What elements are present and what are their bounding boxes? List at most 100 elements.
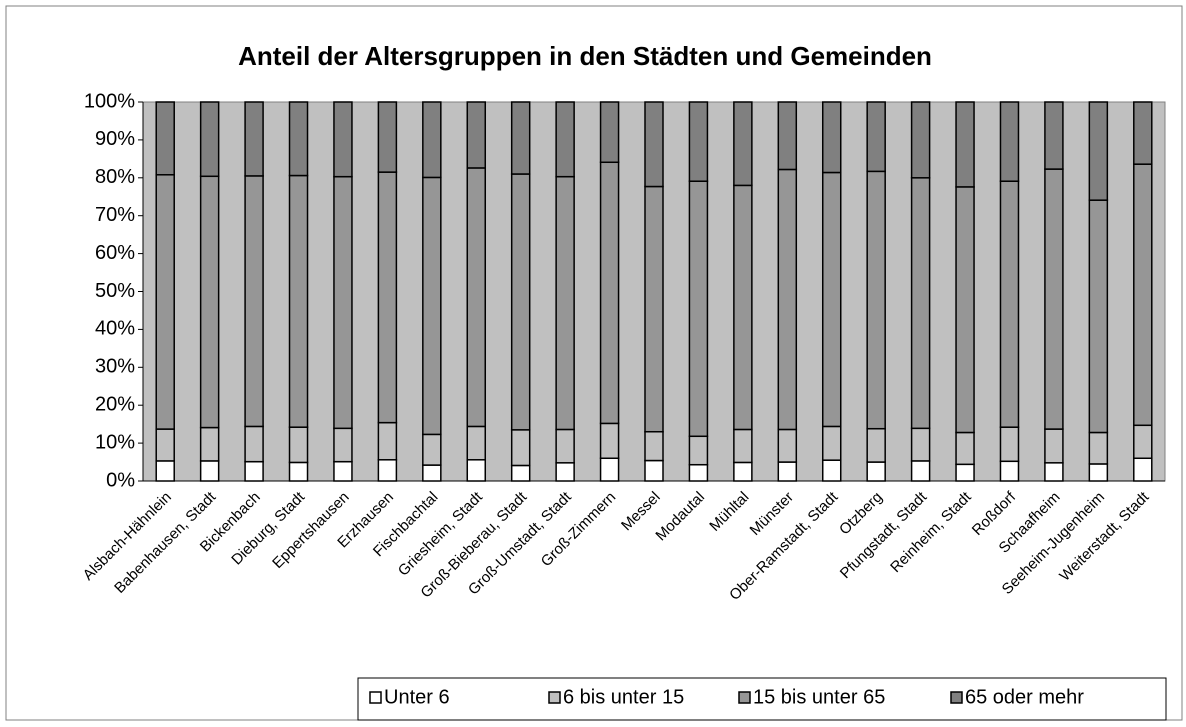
bar-segment bbox=[1088, 431, 1109, 465]
y-tick-label: 70% bbox=[95, 204, 135, 226]
y-tick-label: 20% bbox=[95, 393, 135, 415]
bar-segment bbox=[333, 175, 353, 430]
legend-swatch bbox=[548, 691, 561, 704]
bar-segment bbox=[466, 459, 487, 482]
bar-segment bbox=[777, 168, 798, 431]
bar-segment bbox=[377, 171, 398, 424]
bar-segment bbox=[688, 180, 709, 438]
legend-label: 15 bis unter 65 bbox=[753, 686, 885, 708]
bar-segment bbox=[821, 171, 842, 428]
bar-segment bbox=[733, 461, 753, 482]
bar-segment bbox=[733, 184, 753, 431]
bar-segment bbox=[155, 428, 175, 462]
bar-segment bbox=[199, 175, 220, 429]
bar-segment bbox=[333, 427, 353, 463]
bar-segment bbox=[777, 101, 798, 171]
bar-segment bbox=[288, 174, 309, 428]
bar-segment bbox=[1044, 428, 1064, 464]
bar-segment bbox=[910, 101, 931, 179]
bar-segment bbox=[333, 101, 353, 178]
bar-segment bbox=[466, 167, 487, 428]
y-tick-label: 60% bbox=[95, 242, 135, 264]
bar-segment bbox=[510, 101, 531, 175]
bar-segment bbox=[821, 459, 842, 482]
legend-swatch bbox=[738, 691, 751, 704]
legend-swatch bbox=[950, 691, 963, 704]
bar-segment bbox=[644, 459, 664, 482]
bar-segment bbox=[422, 433, 442, 466]
bar-segment bbox=[644, 430, 664, 462]
bar-segment bbox=[1133, 457, 1153, 482]
legend-label: 6 bis unter 15 bbox=[563, 686, 684, 708]
bar-segment bbox=[821, 101, 842, 174]
bar-segment bbox=[955, 463, 975, 482]
bar-segment bbox=[599, 101, 620, 164]
y-tick-label: 0% bbox=[106, 469, 135, 491]
legend-swatch bbox=[369, 691, 382, 704]
bar-segment bbox=[866, 427, 886, 463]
y-tick-label: 100% bbox=[84, 90, 135, 112]
bar-segment bbox=[377, 459, 398, 482]
bar-segment bbox=[244, 460, 264, 482]
bar-segment bbox=[688, 435, 709, 466]
bar-segment bbox=[555, 101, 575, 178]
bar-segment bbox=[599, 457, 620, 482]
bar-segment bbox=[1044, 462, 1064, 482]
bar-segment bbox=[999, 101, 1020, 182]
bar-segment bbox=[866, 170, 886, 430]
bar-segment bbox=[1088, 463, 1109, 482]
bar-segment bbox=[777, 461, 798, 482]
bar-segment bbox=[288, 461, 309, 482]
bar-segment bbox=[1133, 101, 1153, 165]
legend-label: Unter 6 bbox=[384, 686, 450, 708]
bar-segment bbox=[999, 426, 1020, 463]
bar-segment bbox=[733, 101, 753, 187]
bar-segment bbox=[777, 428, 798, 463]
bar-segment bbox=[466, 425, 487, 461]
bar-segment bbox=[644, 101, 664, 188]
bar-segment bbox=[1044, 101, 1064, 170]
bar-segment bbox=[688, 101, 709, 182]
bar-segment bbox=[999, 180, 1020, 428]
y-tick-label: 50% bbox=[95, 280, 135, 302]
bar-segment bbox=[1133, 163, 1153, 427]
bar-segment bbox=[422, 464, 442, 482]
bar-segment bbox=[644, 185, 664, 433]
bar-segment bbox=[821, 425, 842, 461]
bar-segment bbox=[910, 460, 931, 482]
bar-segment bbox=[422, 101, 442, 179]
bar-segment bbox=[155, 101, 175, 176]
bar-segment bbox=[155, 174, 175, 430]
bar-segment bbox=[466, 101, 487, 169]
y-tick-label: 80% bbox=[95, 166, 135, 188]
bar-segment bbox=[910, 427, 931, 462]
y-tick-label: 40% bbox=[95, 318, 135, 340]
bar-segment bbox=[599, 161, 620, 425]
bar-segment bbox=[155, 460, 175, 482]
bar-segment bbox=[1088, 101, 1109, 201]
bar-segment bbox=[955, 101, 975, 188]
bar-segment bbox=[288, 101, 309, 177]
y-tick-label: 30% bbox=[95, 356, 135, 378]
bar-segment bbox=[199, 460, 220, 482]
bar-segment bbox=[1044, 168, 1064, 430]
bar-segment bbox=[244, 101, 264, 177]
y-tick-label: 10% bbox=[95, 431, 135, 453]
chart-title: Anteil der Altersgruppen in den Städten … bbox=[238, 41, 932, 71]
bar-segment bbox=[510, 173, 531, 431]
bar-segment bbox=[377, 101, 398, 173]
bar-segment bbox=[288, 426, 309, 464]
bar-segment bbox=[866, 101, 886, 173]
bar-segment bbox=[510, 429, 531, 467]
bar-segment bbox=[1133, 424, 1153, 460]
bar-segment bbox=[555, 428, 575, 464]
bar-segment bbox=[955, 431, 975, 466]
bar-segment bbox=[866, 461, 886, 482]
bar-segment bbox=[244, 425, 264, 463]
legend-box bbox=[357, 677, 1167, 721]
bar-segment bbox=[910, 177, 931, 430]
bar-segment bbox=[1088, 199, 1109, 434]
bar-segment bbox=[333, 460, 353, 482]
bar-segment bbox=[599, 422, 620, 460]
